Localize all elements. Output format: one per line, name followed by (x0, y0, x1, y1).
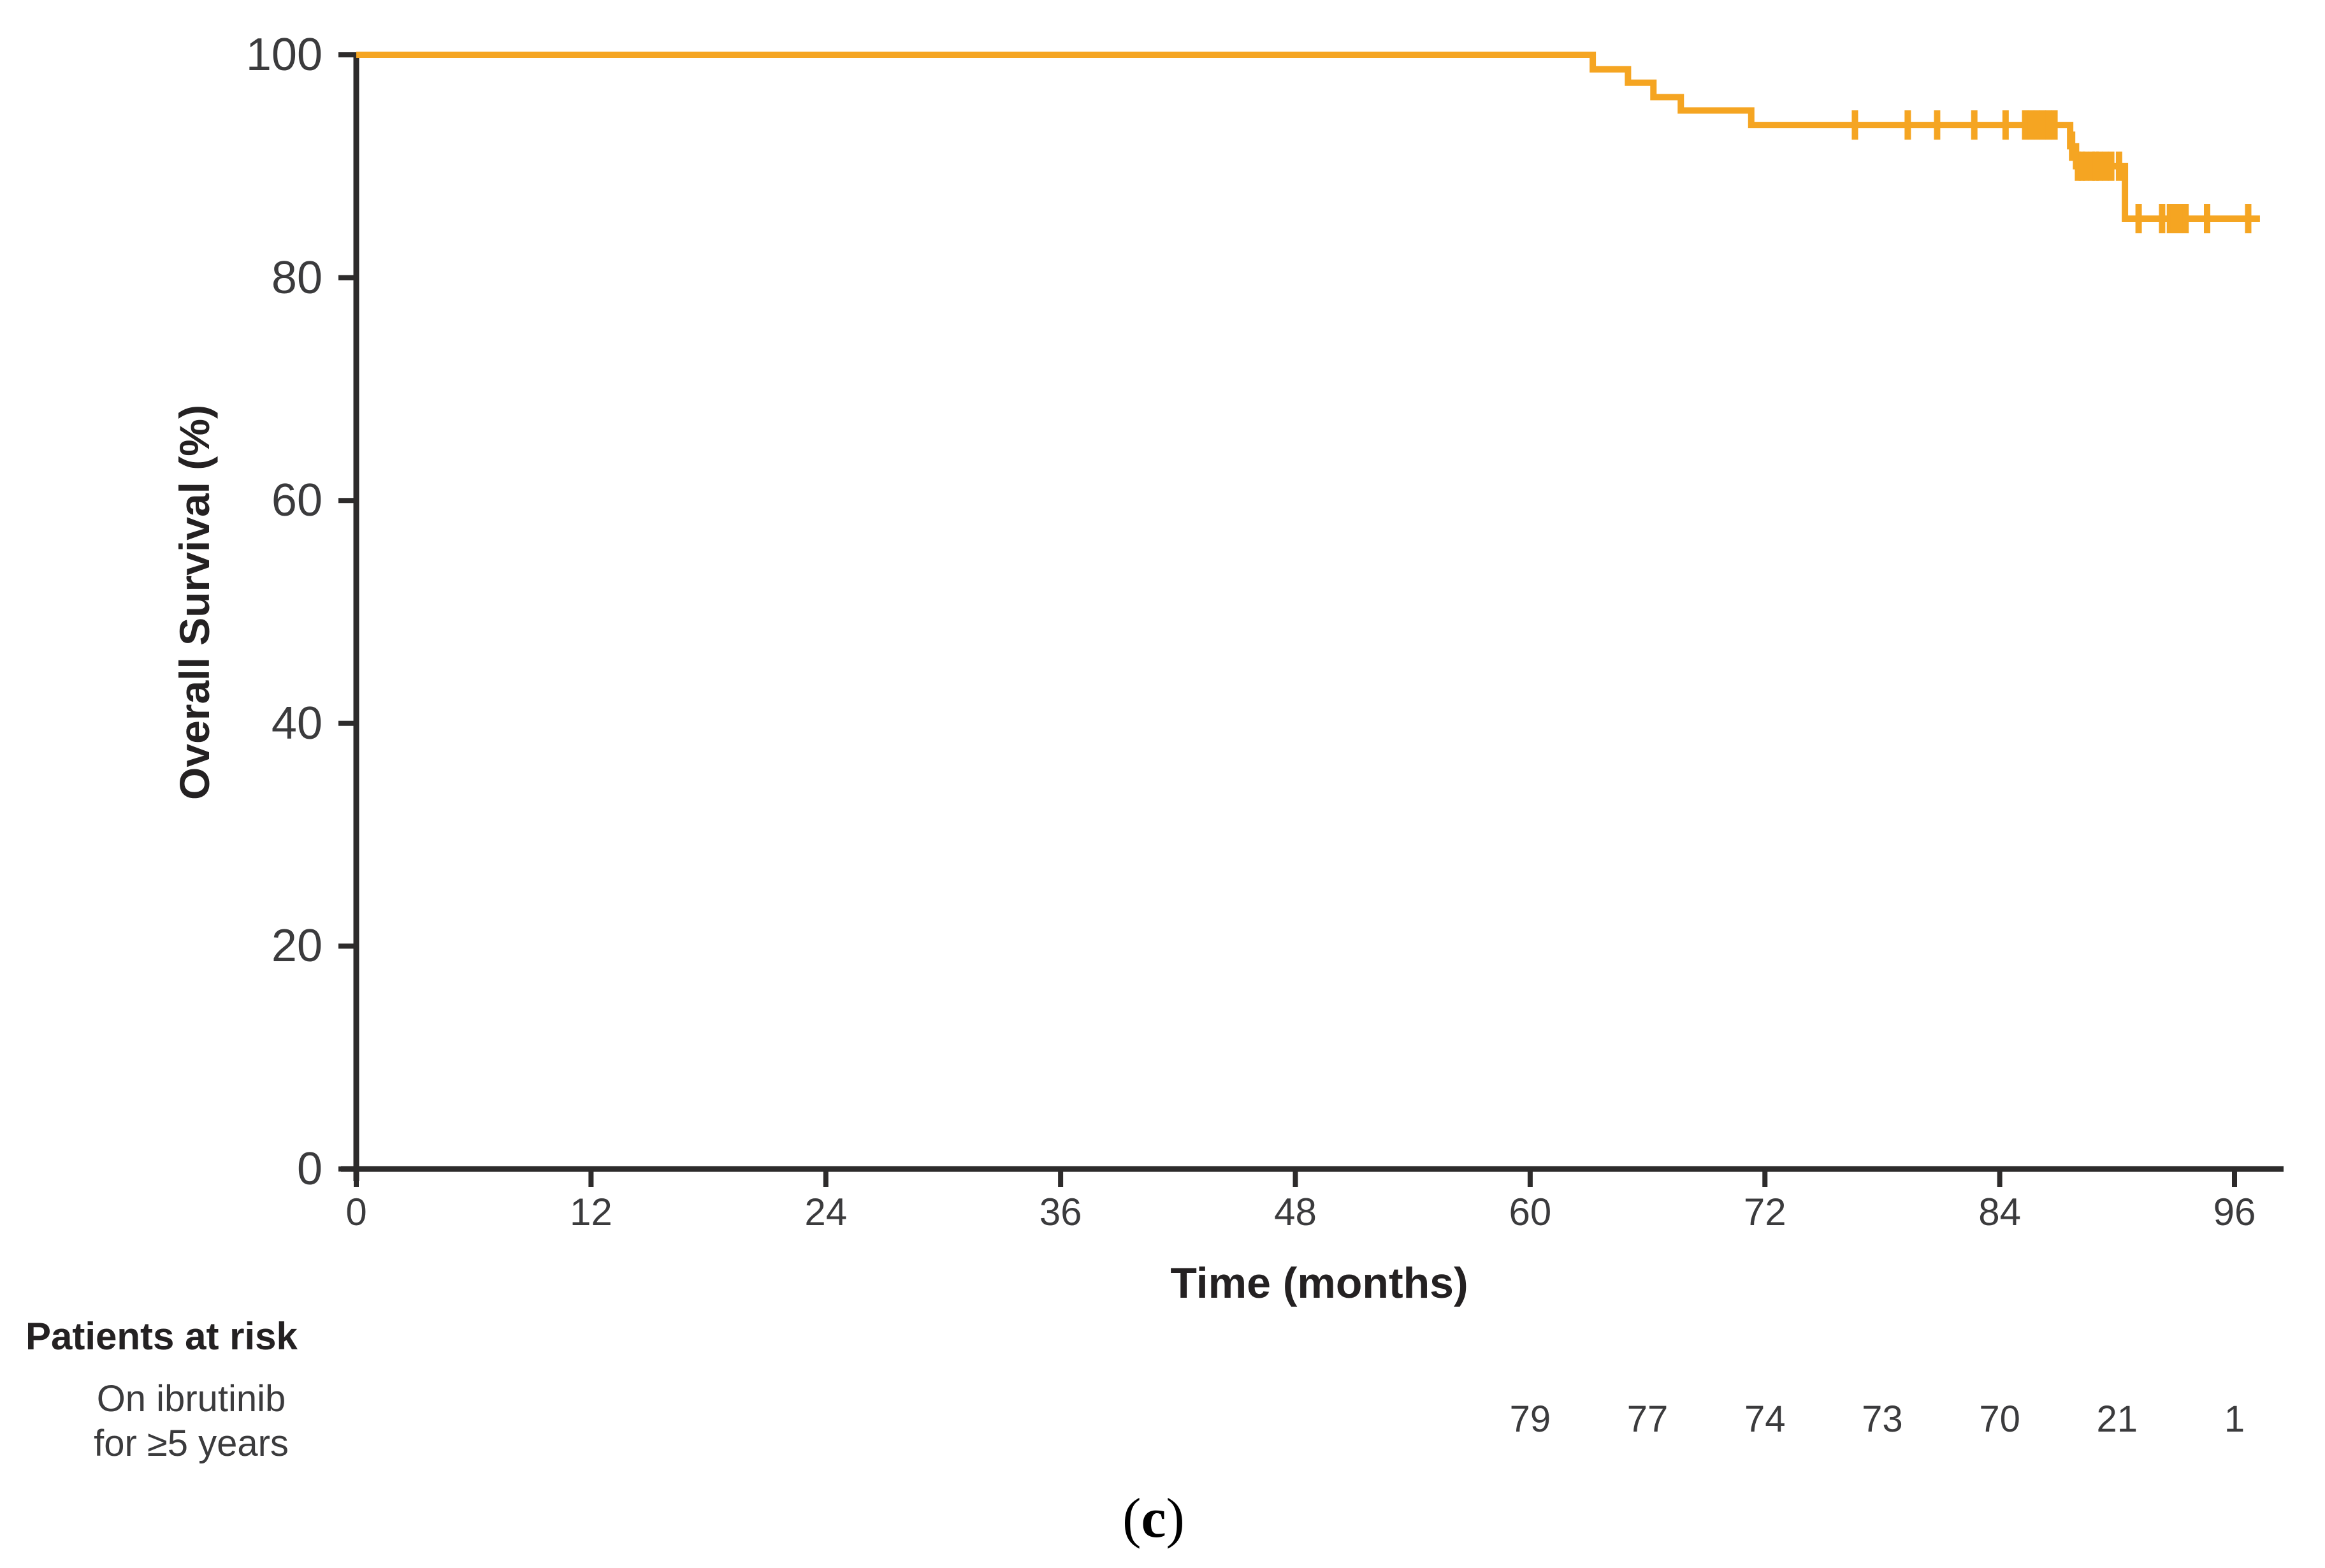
y-tick-label: 40 (271, 697, 322, 749)
axes-layer (338, 52, 2284, 1187)
x-tick-label: 36 (1039, 1191, 1082, 1233)
x-tick-label: 0 (345, 1191, 367, 1233)
x-tick-label: 60 (1509, 1191, 1552, 1233)
patients-at-risk-heading: Patients at risk (25, 1315, 298, 1358)
caption-letter: c (1141, 1488, 1166, 1550)
x-tick-label: 48 (1274, 1191, 1317, 1233)
at-risk-row-label: On ibrutinib for ≥5 years (57, 1377, 325, 1466)
at-risk-count: 79 (1509, 1398, 1551, 1440)
x-tick-label: 84 (1978, 1191, 2021, 1233)
y-tick-label: 20 (271, 920, 322, 972)
figure-caption: (c) (1122, 1486, 1185, 1551)
y-tick-label: 80 (271, 252, 322, 303)
x-tick-label: 12 (570, 1191, 612, 1233)
y-axis-title: Overall Survival (%) (171, 405, 218, 800)
x-tick-label: 96 (2213, 1191, 2256, 1233)
at-risk-count: 73 (1862, 1398, 1903, 1440)
at-risk-count: 74 (1744, 1398, 1786, 1440)
y-tick-label: 0 (296, 1143, 322, 1194)
at-risk-count: 21 (2096, 1398, 2138, 1440)
at-risk-row-label-line1: On ibrutinib (96, 1378, 286, 1419)
at-risk-count: 1 (2224, 1398, 2245, 1440)
at-risk-row-label-line2: for ≥5 years (94, 1423, 289, 1464)
curve-layer (356, 52, 2260, 233)
at-risk-count: 70 (1979, 1398, 2020, 1440)
x-axis-title: Time (months) (1170, 1259, 1468, 1307)
caption-close-paren: ) (1166, 1488, 1185, 1550)
x-tick-label: 24 (804, 1191, 848, 1233)
caption-open-paren: ( (1122, 1488, 1141, 1550)
at-risk-count: 77 (1626, 1398, 1669, 1440)
y-tick-label: 100 (245, 29, 322, 80)
y-tick-label: 60 (271, 475, 322, 526)
x-tick-label: 72 (1743, 1191, 1786, 1233)
